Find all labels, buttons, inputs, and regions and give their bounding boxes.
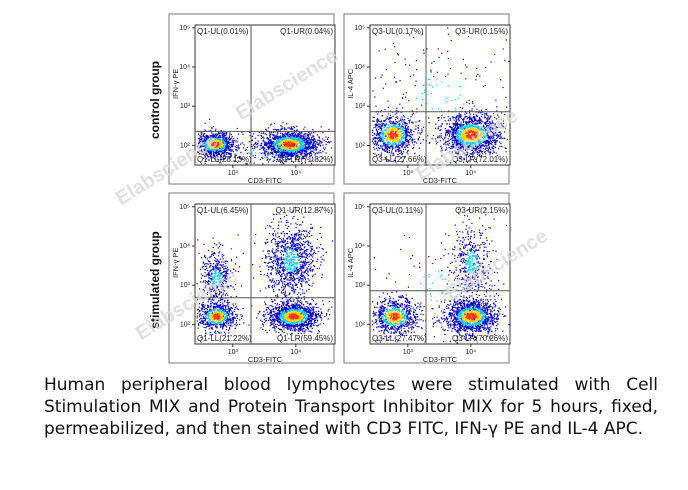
event-dots bbox=[196, 206, 333, 339]
quadrant-label-lr: Q1-LR(59.45%) bbox=[277, 334, 333, 343]
quadrant-label-ul: Q1-UL(0.01%) bbox=[197, 27, 249, 36]
y-axis-label: IFN-γ PE bbox=[171, 248, 180, 278]
flow-cytometry-figure: control group stimulated group Q1-UL(0.0… bbox=[112, 13, 552, 364]
y-tick-label: 10³ bbox=[355, 282, 366, 289]
x-tick-label: 10⁴ bbox=[465, 349, 476, 356]
y-tick-label: 10² bbox=[180, 142, 191, 149]
y-tick-label: 10³ bbox=[355, 103, 366, 110]
y-tick-label: 10² bbox=[355, 142, 366, 149]
y-tick-label: 10² bbox=[355, 321, 366, 328]
y-tick-label: 10⁴ bbox=[179, 243, 190, 250]
dot-plot-control-il4: Q3-UL(0.17%) Q3-UR(0.15%) Q3-LL(27.66%) Q3-… bbox=[343, 13, 511, 185]
y-tick-label: 10⁵ bbox=[179, 25, 190, 32]
group-label-control: control group bbox=[148, 61, 162, 139]
y-tick-label: 10⁵ bbox=[354, 25, 365, 32]
quadrant-label-lr: Q3-LR(70.26%) bbox=[452, 334, 508, 343]
quadrant-label-ur: Q3-UR(2.15%) bbox=[455, 206, 508, 215]
event-dots bbox=[371, 208, 510, 344]
x-axis-label: CD3-FITC bbox=[248, 176, 283, 185]
quadrant-label-ll: Q3-LL(27.66%) bbox=[372, 155, 427, 164]
y-axis-label: IL-4 APC bbox=[346, 247, 355, 278]
x-axis-label: CD3-FITC bbox=[248, 355, 283, 364]
x-tick-label: 10⁴ bbox=[290, 170, 301, 177]
x-axis-label: CD3-FITC bbox=[423, 355, 458, 364]
dot-plot-control-ifn: Q1-UL(0.01%) Q1-UR(0.04%) Q1-LL(28.13%) Q1-… bbox=[168, 13, 336, 185]
x-tick-label: 10³ bbox=[403, 349, 414, 356]
y-tick-label: 10⁵ bbox=[179, 204, 190, 211]
dot-plot-stimulated-ifn: Q1-UL(6.45%) Q1-UR(12.87%) Q1-LL(21.22%) Q1… bbox=[168, 192, 336, 364]
quadrant-label-ul: Q3-UL(0.17%) bbox=[372, 27, 424, 36]
quadrant-label-ll: Q1-LL(21.22%) bbox=[197, 334, 252, 343]
figure-caption: Human peripheral blood lymphocytes were … bbox=[44, 375, 658, 439]
quadrant-label-ur: Q1-UR(12.87%) bbox=[276, 206, 334, 215]
y-tick-label: 10² bbox=[180, 321, 191, 328]
x-axis-label: CD3-FITC bbox=[423, 176, 458, 185]
y-tick-label: 10⁵ bbox=[354, 204, 365, 211]
quadrant-label-ll: Q3-LL(27.47%) bbox=[372, 334, 427, 343]
quadrant-label-ur: Q1-UR(0.04%) bbox=[280, 27, 333, 36]
y-tick-label: 10⁴ bbox=[354, 64, 365, 71]
y-tick-label: 10³ bbox=[180, 282, 191, 289]
event-dots bbox=[196, 118, 333, 165]
y-tick-label: 10⁴ bbox=[179, 64, 190, 71]
event-dots bbox=[371, 27, 510, 164]
x-tick-label: 10³ bbox=[403, 170, 414, 177]
y-tick-label: 10³ bbox=[180, 103, 191, 110]
x-tick-label: 10³ bbox=[228, 349, 239, 356]
quadrant-label-ul: Q1-UL(6.45%) bbox=[197, 206, 249, 215]
x-tick-label: 10⁴ bbox=[465, 170, 476, 177]
y-axis-label: IFN-γ PE bbox=[171, 69, 180, 99]
y-tick-label: 10⁴ bbox=[354, 243, 365, 250]
x-tick-label: 10³ bbox=[228, 170, 239, 177]
y-axis-label: IL-4 APC bbox=[346, 68, 355, 99]
dot-plot-stimulated-il4: Q3-UL(0.11%) Q3-UR(2.15%) Q3-LL(27.47%) Q3-… bbox=[343, 192, 511, 364]
quadrant-label-ur: Q3-UR(0.15%) bbox=[455, 27, 508, 36]
quadrant-label-lr: Q1-LR(71.82%) bbox=[277, 155, 333, 164]
x-tick-label: 10⁴ bbox=[290, 349, 301, 356]
quadrant-label-ll: Q1-LL(28.13%) bbox=[197, 155, 252, 164]
group-label-stimulated: stimulated group bbox=[148, 231, 162, 328]
quadrant-label-lr: Q3-LR(72.01%) bbox=[452, 155, 508, 164]
quadrant-label-ul: Q3-UL(0.11%) bbox=[372, 206, 423, 215]
